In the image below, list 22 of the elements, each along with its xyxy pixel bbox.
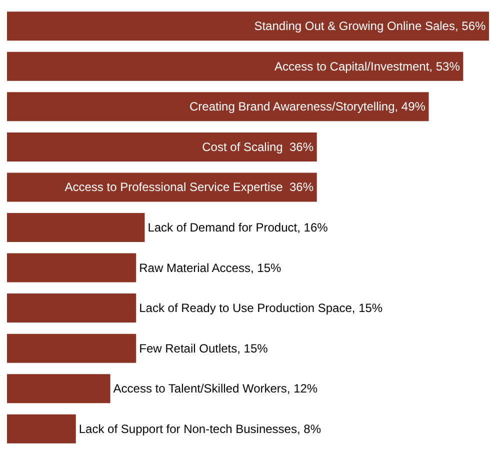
bar — [7, 294, 136, 323]
data-label: Cost of Scaling 36% — [202, 140, 314, 154]
bar — [7, 132, 317, 162]
bar — [7, 414, 76, 444]
bar — [7, 12, 489, 41]
bar — [7, 374, 110, 404]
bar — [7, 172, 317, 202]
bar — [7, 92, 429, 122]
bar — [7, 52, 464, 81]
data-label: Standing Out & Growing Online Sales, 56% — [254, 19, 486, 34]
bar — [7, 213, 145, 242]
bar — [7, 334, 136, 363]
data-label: Lack of Support for Non-tech Businesses, 8% — [78, 422, 322, 436]
data-label: Access to Capital/Investment, 53% — [274, 59, 460, 74]
data-label: Lack of Ready to Use Production Space, 15% — [139, 301, 383, 316]
data-label: Access to Talent/Skilled Workers, 12% — [113, 382, 318, 396]
data-label: Raw Material Access, 15% — [139, 260, 282, 275]
data-label: Lack of Demand for Product, 16% — [148, 220, 328, 234]
bar — [7, 253, 136, 282]
data-label: Few Retail Outlets, 15% — [139, 341, 268, 356]
data-label: Creating Brand Awareness/Storytelling, 49% — [190, 100, 426, 114]
data-label: Access to Professional Service Expertise 36% — [64, 180, 314, 194]
